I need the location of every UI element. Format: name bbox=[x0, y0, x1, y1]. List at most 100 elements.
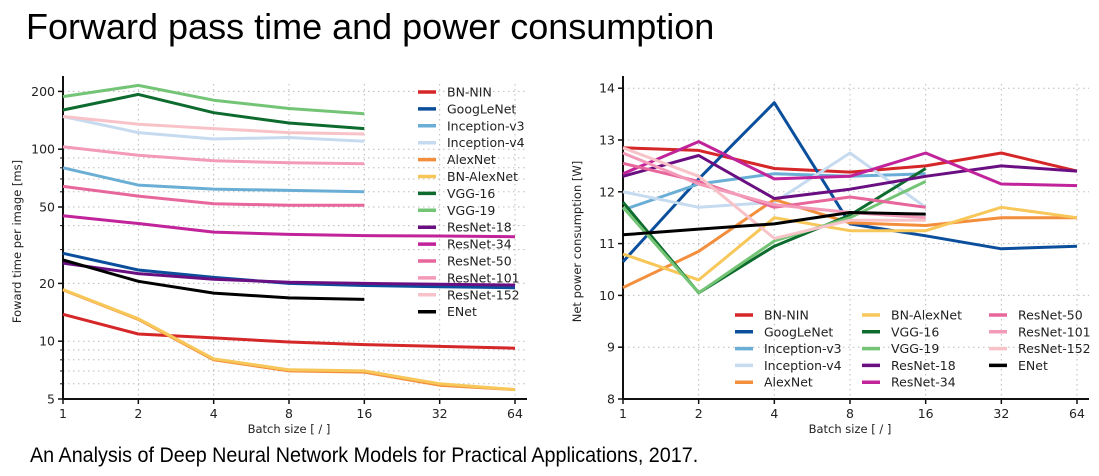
legend-label: AlexNet bbox=[447, 152, 496, 167]
legend-label: BN-NIN bbox=[764, 308, 809, 323]
y-tick-label: 14 bbox=[599, 81, 615, 96]
legend-label: ResNet-152 bbox=[447, 287, 520, 302]
legend-item-resnet-101: ResNet-101 bbox=[989, 324, 1091, 339]
series-line-resnet-34 bbox=[622, 140, 1078, 188]
x-tick-label: 4 bbox=[770, 406, 778, 421]
series-line-alexnet bbox=[622, 198, 1077, 289]
series-line-vgg-16 bbox=[62, 92, 365, 131]
legend-label: Inception-v4 bbox=[764, 358, 842, 373]
y-tick-label: 100 bbox=[31, 142, 55, 157]
legend-label: ENet bbox=[1018, 358, 1048, 373]
y-tick-label: 13 bbox=[599, 133, 615, 148]
legend-item-googlenet: GoogLeNet bbox=[418, 101, 516, 116]
legend-item-resnet-152: ResNet-152 bbox=[989, 341, 1091, 356]
x-tick-label: 8 bbox=[285, 406, 293, 421]
y-tick-label: 10 bbox=[599, 288, 615, 303]
legend-label: GoogLeNet bbox=[764, 324, 833, 339]
legend-label: VGG-19 bbox=[447, 203, 495, 218]
y-tick-label: 50 bbox=[39, 200, 55, 215]
x-tick-label: 1 bbox=[59, 406, 67, 421]
x-tick-label: 16 bbox=[918, 406, 934, 421]
legend-item-resnet-34: ResNet-34 bbox=[418, 237, 512, 252]
y-tick-label: 5 bbox=[47, 392, 55, 407]
legend-label: ResNet-101 bbox=[1018, 324, 1091, 339]
legend-item-bn-nin: BN-NIN bbox=[735, 308, 809, 323]
series-line-inception-v4 bbox=[622, 151, 927, 209]
series-line-inception-v4 bbox=[62, 115, 365, 143]
series-line-bn-nin bbox=[62, 312, 516, 350]
series-line-resnet-50 bbox=[622, 161, 926, 209]
series-line-resnet-18 bbox=[622, 154, 1078, 200]
legend-item-enet: ENet bbox=[418, 304, 477, 319]
x-tick-label: 4 bbox=[210, 406, 218, 421]
legend-item-bn-alexnet: BN-AlexNet bbox=[862, 308, 962, 323]
series-line-resnet-152 bbox=[62, 115, 365, 136]
x-tick-label: 2 bbox=[695, 406, 703, 421]
series-line-bn-alexnet bbox=[62, 288, 516, 392]
legend-label: ResNet-50 bbox=[447, 254, 512, 269]
x-axis-label: Batch size [ / ] bbox=[248, 422, 331, 436]
series-line-vgg-19 bbox=[621, 180, 927, 295]
series-line-resnet-50 bbox=[62, 184, 365, 207]
legend-label: VGG-16 bbox=[447, 186, 495, 201]
legend-label: ResNet-18 bbox=[447, 220, 512, 235]
legend-item-resnet-50: ResNet-50 bbox=[989, 308, 1083, 323]
legend-label: Inception-v3 bbox=[764, 341, 842, 356]
legend-label: BN-NIN bbox=[447, 85, 492, 100]
legend-label: Inception-v3 bbox=[447, 118, 525, 133]
legend-item-alexnet: AlexNet bbox=[735, 375, 813, 390]
legend-item-inception-v4: Inception-v4 bbox=[418, 135, 525, 150]
y-tick-label: 200 bbox=[31, 84, 55, 99]
x-tick-label: 1 bbox=[619, 406, 627, 421]
legend-item-resnet-152: ResNet-152 bbox=[418, 287, 520, 302]
legend-item-resnet-34: ResNet-34 bbox=[862, 375, 956, 390]
series-line-resnet-101 bbox=[62, 145, 365, 166]
series-line-enet bbox=[62, 258, 365, 301]
series-line-enet bbox=[622, 211, 926, 237]
series-line-bn-nin bbox=[622, 146, 1078, 174]
y-tick-label: 9 bbox=[607, 340, 615, 355]
x-tick-label: 2 bbox=[134, 406, 142, 421]
legend-item-enet: ENet bbox=[989, 358, 1048, 373]
legend-label: VGG-19 bbox=[891, 341, 939, 356]
legend-label: ResNet-18 bbox=[891, 358, 956, 373]
legend-label: AlexNet bbox=[764, 375, 813, 390]
forward-time-chart: 5 10 20 50 100 200 1 2 4 8 16 32 64 Batch size [ / ] F… bbox=[10, 76, 527, 436]
y-axis-label: Foward time per image [ms] bbox=[10, 160, 24, 323]
legend-label: ENet bbox=[447, 304, 477, 319]
legend-item-resnet-50: ResNet-50 bbox=[418, 254, 512, 269]
legend-label: ResNet-101 bbox=[447, 270, 520, 285]
legend-item-vgg-16: VGG-16 bbox=[418, 186, 495, 201]
legend-label: ResNet-34 bbox=[447, 237, 512, 252]
series-group bbox=[621, 101, 1078, 295]
x-tick-label: 32 bbox=[432, 406, 448, 421]
legend-label: BN-AlexNet bbox=[891, 308, 962, 323]
y-axis-label: Net power consumption [W] bbox=[570, 161, 584, 323]
legend-label: GoogLeNet bbox=[447, 101, 516, 116]
legend-item-resnet-101: ResNet-101 bbox=[418, 270, 520, 285]
y-tick-label: 10 bbox=[39, 334, 55, 349]
legend-item-bn-nin: BN-NIN bbox=[418, 85, 492, 100]
legend-item-bn-alexnet: BN-AlexNet bbox=[418, 169, 518, 184]
series-line-inception-v3 bbox=[62, 166, 365, 194]
series-line-inception-v3 bbox=[622, 172, 926, 212]
y-tick-label: 11 bbox=[599, 236, 615, 251]
y-tick-label: 12 bbox=[599, 184, 615, 199]
legend-item-inception-v3: Inception-v3 bbox=[418, 118, 525, 133]
legend-item-alexnet: AlexNet bbox=[418, 152, 496, 167]
legend-item-inception-v4: Inception-v4 bbox=[735, 358, 842, 373]
x-tick-label: 8 bbox=[846, 406, 854, 421]
legend-label: ResNet-152 bbox=[1018, 341, 1091, 356]
series-group bbox=[62, 83, 516, 392]
series-line-resnet-152 bbox=[622, 146, 926, 240]
legend-label: ResNet-34 bbox=[891, 375, 956, 390]
legend-item-vgg-16: VGG-16 bbox=[862, 324, 939, 339]
legend-item-googlenet: GoogLeNet bbox=[735, 324, 833, 339]
page-title: Forward pass time and power consumption bbox=[26, 6, 715, 47]
series-line-resnet-34 bbox=[62, 214, 516, 239]
legend-label: VGG-16 bbox=[891, 324, 939, 339]
legend-label: Inception-v4 bbox=[447, 135, 525, 150]
y-tick-label: 20 bbox=[39, 276, 55, 291]
